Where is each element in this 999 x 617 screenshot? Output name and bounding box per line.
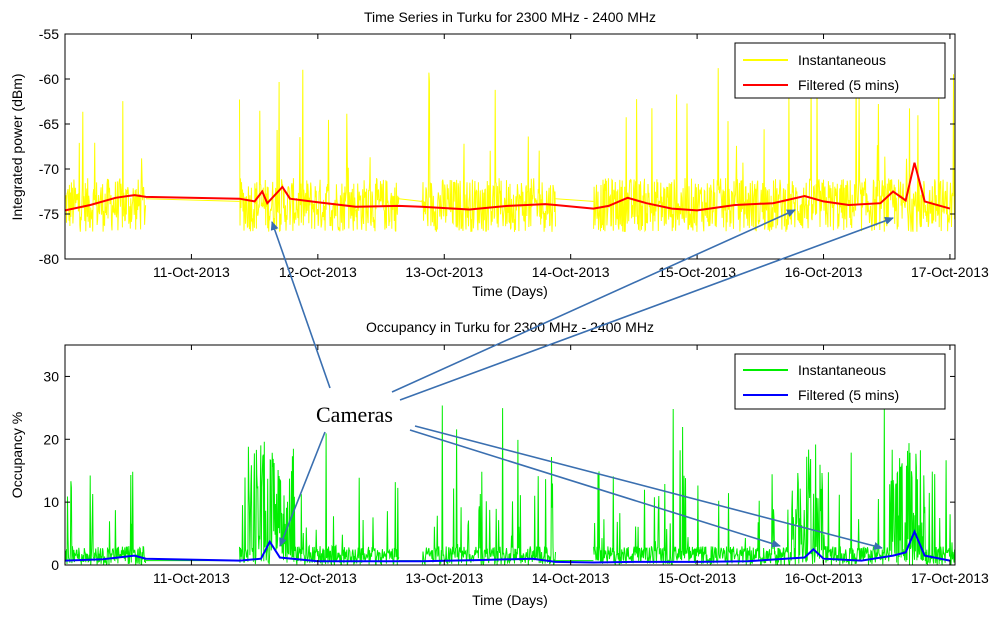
x-tick-label: 15-Oct-2013	[658, 264, 736, 280]
x-tick-label: 11-Oct-2013	[153, 570, 230, 586]
bottom-plot-frame	[64, 344, 956, 566]
x-tick-label: 16-Oct-2013	[785, 264, 863, 280]
x-tick-label: 14-Oct-2013	[532, 570, 610, 586]
x-tick-label: 17-Oct-2013	[911, 264, 989, 280]
y-tick-label: -65	[39, 116, 59, 132]
y-tick-label: -80	[39, 251, 59, 267]
bottom-legend-box	[734, 353, 946, 410]
top-y-axis-label: Integrated power (dBm)	[9, 73, 25, 220]
instantaneous-trace	[421, 405, 556, 565]
y-tick-label: -75	[39, 206, 59, 222]
top-y-axis: -55 -60 -65 -70 -75 -80	[39, 26, 955, 267]
y-tick-label: 20	[43, 431, 59, 447]
bottom-x-axis: 11-Oct-2013 12-Oct-2013 13-Oct-2013 14-Oct-…	[153, 345, 989, 586]
instantaneous-trace	[239, 69, 400, 233]
y-tick-label: 30	[43, 368, 59, 384]
gap-connector	[145, 198, 240, 202]
bottom-y-axis-label: Occupancy %	[9, 412, 25, 498]
instantaneous-trace	[65, 101, 147, 232]
top-legend-label-filtered: Filtered (5 mins)	[798, 77, 899, 93]
bottom-legend-label-instantaneous: Instantaneous	[798, 362, 886, 378]
top-legend-label-instantaneous: Instantaneous	[798, 52, 886, 68]
bottom-legend-label-filtered: Filtered (5 mins)	[798, 387, 899, 403]
camera-arrow	[391, 209, 796, 393]
bottom-instantaneous-series	[65, 405, 955, 565]
camera-arrows	[270, 209, 894, 550]
top-legend: Instantaneous Filtered (5 mins)	[734, 42, 946, 99]
gap-connector	[398, 198, 422, 202]
filtered-trace	[65, 162, 951, 212]
x-tick-label: 17-Oct-2013	[911, 570, 989, 586]
y-tick-label: -70	[39, 161, 59, 177]
camera-arrow	[270, 221, 331, 389]
gap-connector	[555, 198, 594, 202]
top-plot-frame	[64, 33, 956, 260]
instantaneous-trace	[65, 471, 147, 565]
filtered-trace	[65, 529, 951, 564]
bottom-x-axis-label: Time (Days)	[472, 592, 548, 608]
top-x-axis: 11-Oct-2013 12-Oct-2013 13-Oct-2013 14-Oct-…	[153, 34, 989, 280]
bottom-y-axis: 0 10 20 30	[43, 368, 955, 573]
x-tick-label: 16-Oct-2013	[785, 570, 863, 586]
instantaneous-trace	[593, 68, 955, 233]
y-tick-label: -55	[39, 26, 59, 42]
cameras-annotation: Cameras	[316, 402, 393, 427]
camera-arrow	[414, 425, 883, 550]
camera-arrow	[409, 429, 781, 548]
y-tick-label: -60	[39, 71, 59, 87]
top-legend-box	[734, 42, 946, 99]
bottom-legend: Instantaneous Filtered (5 mins)	[734, 353, 946, 410]
bottom-filtered-series	[65, 529, 951, 564]
y-tick-label: 0	[51, 557, 59, 573]
y-tick-label: 10	[43, 494, 59, 510]
x-tick-label: 12-Oct-2013	[279, 264, 357, 280]
camera-arrow	[279, 431, 326, 547]
top-x-axis-label: Time (Days)	[472, 283, 548, 299]
x-tick-label: 13-Oct-2013	[405, 570, 483, 586]
camera-arrow	[399, 217, 894, 401]
top-filtered-series	[65, 162, 951, 212]
x-tick-label: 14-Oct-2013	[532, 264, 610, 280]
top-chart-title: Time Series in Turku for 2300 MHz - 2400…	[364, 9, 656, 25]
x-tick-label: 15-Oct-2013	[658, 570, 736, 586]
instantaneous-trace	[239, 433, 400, 565]
x-tick-label: 12-Oct-2013	[279, 570, 357, 586]
x-tick-label: 11-Oct-2013	[153, 264, 230, 280]
bottom-chart-title: Occupancy in Turku for 2300 MHz - 2400 M…	[366, 319, 654, 335]
x-tick-label: 13-Oct-2013	[405, 264, 483, 280]
